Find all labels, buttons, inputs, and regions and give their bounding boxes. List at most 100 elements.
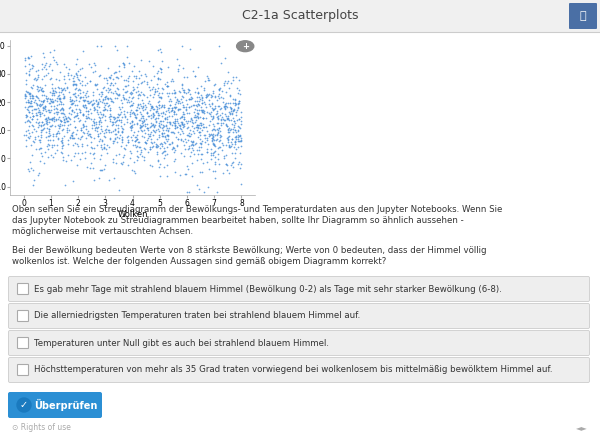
Point <box>95 135 105 142</box>
Point <box>158 126 168 133</box>
Point <box>173 105 182 112</box>
Point <box>169 110 179 117</box>
Point <box>103 122 112 129</box>
Point <box>71 71 81 78</box>
Point <box>109 159 118 166</box>
Point <box>127 95 136 102</box>
Point <box>233 144 243 151</box>
Point <box>59 110 69 117</box>
Point <box>50 117 59 124</box>
Point <box>34 145 44 152</box>
Point <box>99 106 109 113</box>
Point <box>45 131 55 138</box>
Point <box>131 106 141 113</box>
Point <box>68 90 78 97</box>
Point <box>86 109 96 116</box>
Point <box>99 99 109 106</box>
Point <box>165 141 175 148</box>
Point <box>36 128 46 135</box>
Point <box>227 141 237 148</box>
FancyBboxPatch shape <box>17 364 29 375</box>
Point <box>192 107 202 114</box>
Point <box>52 110 62 117</box>
Point <box>230 134 240 141</box>
Point <box>83 114 93 121</box>
Point <box>100 105 110 112</box>
Point <box>167 140 177 147</box>
Point <box>79 97 89 104</box>
Point <box>142 110 152 117</box>
Point <box>23 106 33 113</box>
Point <box>148 121 157 128</box>
Point <box>57 127 67 134</box>
Point <box>52 95 62 102</box>
Point <box>137 88 146 95</box>
Point <box>198 115 208 122</box>
FancyBboxPatch shape <box>569 3 597 29</box>
Point <box>187 141 196 148</box>
Point <box>86 134 96 141</box>
Point <box>133 84 142 91</box>
Point <box>54 94 64 101</box>
Point <box>56 149 66 156</box>
Point <box>185 152 195 159</box>
Point <box>24 103 34 110</box>
Point <box>51 59 61 66</box>
Point <box>100 95 109 102</box>
Point <box>99 75 109 82</box>
Point <box>233 122 243 129</box>
Point <box>27 84 37 91</box>
Point <box>220 152 229 159</box>
Point <box>41 117 50 124</box>
Point <box>32 111 42 118</box>
Point <box>173 96 182 103</box>
Point <box>122 54 132 61</box>
Point <box>28 151 37 158</box>
Point <box>34 170 44 177</box>
Point <box>92 103 102 110</box>
Point <box>160 140 170 147</box>
Point <box>224 125 234 132</box>
Point <box>214 151 223 158</box>
Point <box>166 78 176 85</box>
Point <box>117 137 127 144</box>
Point <box>167 128 176 135</box>
Point <box>42 124 52 131</box>
Point <box>124 138 133 145</box>
Point <box>89 107 99 114</box>
Point <box>101 75 110 82</box>
Point <box>234 97 244 104</box>
Point <box>113 110 123 117</box>
Point <box>73 162 82 169</box>
Point <box>128 141 138 148</box>
Point <box>44 145 53 152</box>
Point <box>39 104 49 111</box>
Point <box>202 159 212 166</box>
Point <box>25 71 34 78</box>
Point <box>221 103 230 110</box>
Point <box>151 141 161 148</box>
Point <box>49 131 58 138</box>
Point <box>131 136 141 143</box>
Point <box>38 125 47 132</box>
Point <box>125 102 135 110</box>
Point <box>220 82 229 89</box>
Point <box>25 89 35 96</box>
Point <box>140 71 149 78</box>
Point <box>151 107 161 114</box>
Point <box>54 88 64 95</box>
Point <box>110 95 119 102</box>
Point <box>73 67 82 74</box>
FancyBboxPatch shape <box>8 304 589 328</box>
Point <box>25 66 35 73</box>
Point <box>199 120 208 127</box>
Point <box>96 167 106 174</box>
Point <box>209 136 219 143</box>
Point <box>136 147 145 154</box>
Point <box>54 85 64 92</box>
Point <box>71 69 81 76</box>
Point <box>21 80 31 87</box>
Point <box>232 117 242 124</box>
Point <box>48 97 58 104</box>
Point <box>185 45 195 52</box>
